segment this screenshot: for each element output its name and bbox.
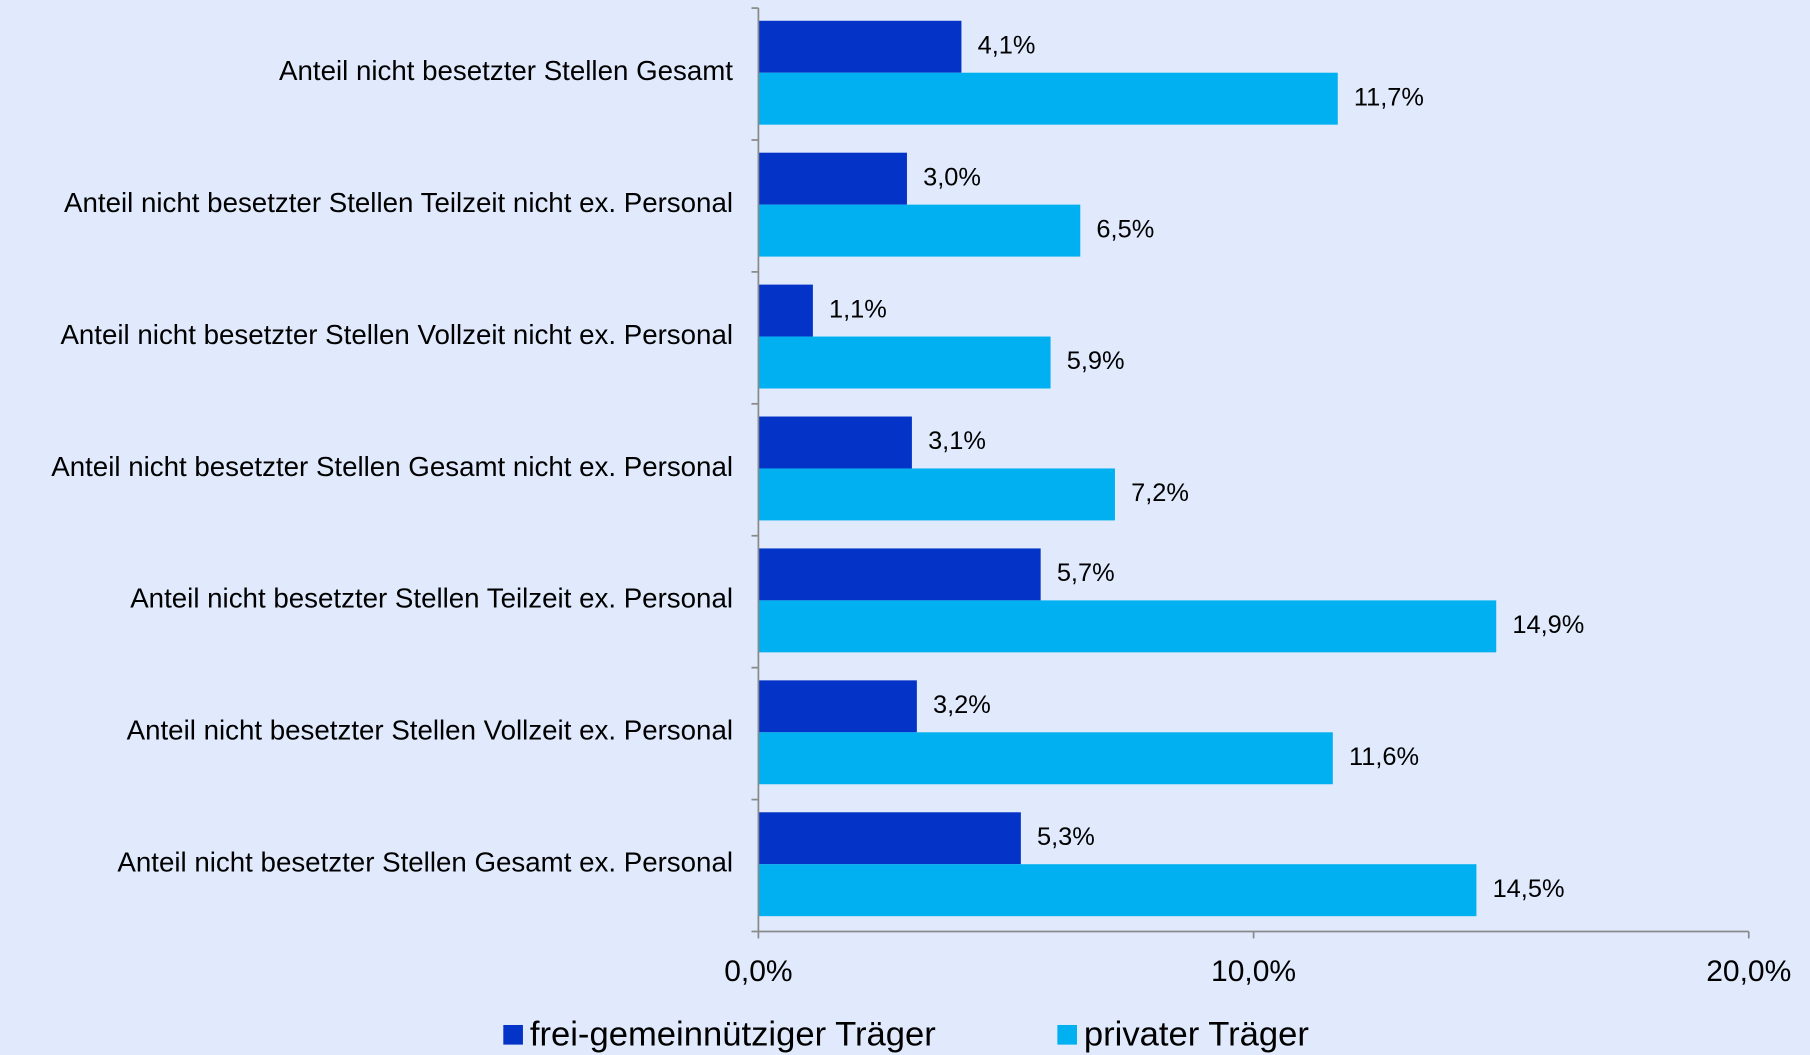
data-label: 11,6% [1349, 743, 1419, 771]
y-tick-label: Anteil nicht besetzter Stellen Gesamt [279, 55, 733, 86]
bar [758, 812, 1021, 865]
y-tick-label: Anteil nicht besetzter Stellen Teilzeit … [64, 187, 733, 218]
bar [758, 152, 907, 205]
bar [758, 468, 1115, 521]
data-label: 14,9% [1512, 611, 1584, 639]
y-tick-label: Anteil nicht besetzter Stellen Vollzeit … [60, 319, 733, 350]
y-tick-label: Anteil nicht besetzter Stellen Teilzeit … [130, 583, 733, 614]
bar [758, 336, 1051, 389]
data-label: 4,1% [978, 31, 1036, 59]
y-tick-label: Anteil nicht besetzter Stellen Vollzeit … [127, 715, 733, 746]
x-tick-label: 0,0% [724, 955, 792, 988]
data-label: 5,3% [1037, 823, 1095, 851]
bar [758, 680, 917, 733]
data-label: 3,1% [928, 427, 986, 455]
bar [758, 284, 813, 337]
bar [758, 416, 912, 469]
bar [758, 548, 1041, 601]
legend-swatch [503, 1024, 523, 1045]
legend-swatch [1057, 1024, 1077, 1045]
data-label: 7,2% [1131, 479, 1189, 507]
bar [758, 732, 1333, 785]
bar [758, 600, 1497, 653]
data-label: 6,5% [1096, 215, 1154, 243]
bar [758, 204, 1081, 257]
data-label: 5,9% [1067, 347, 1125, 375]
data-label: 3,2% [933, 691, 991, 719]
y-tick-label: Anteil nicht besetzter Stellen Gesamt ex… [117, 847, 733, 878]
data-label: 14,5% [1493, 875, 1565, 903]
y-tick-label: Anteil nicht besetzter Stellen Gesamt ni… [51, 451, 733, 482]
legend-label: privater Träger [1084, 1016, 1309, 1054]
bar [758, 20, 962, 73]
data-label: 5,7% [1057, 559, 1115, 587]
legend-label: frei-gemeinnütziger Träger [530, 1016, 936, 1054]
data-label: 11,7% [1354, 83, 1424, 111]
bar [758, 864, 1477, 917]
bar [758, 72, 1338, 125]
data-label: 1,1% [829, 295, 887, 323]
x-tick-label: 10,0% [1211, 955, 1296, 988]
x-tick-label: 20,0% [1706, 955, 1791, 988]
data-label: 3,0% [923, 163, 981, 191]
